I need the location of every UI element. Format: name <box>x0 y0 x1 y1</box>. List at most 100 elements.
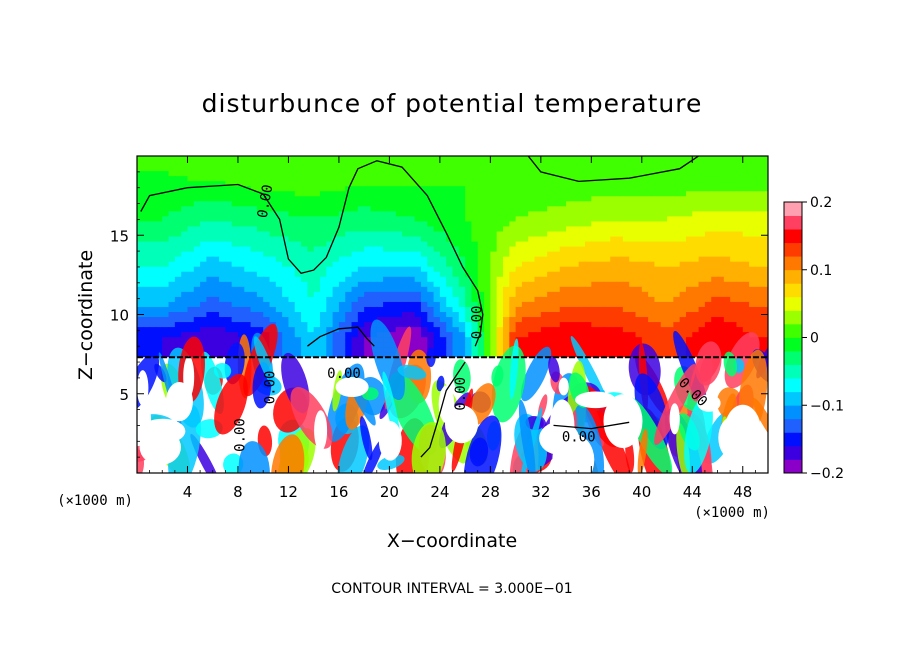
field-cell <box>439 281 447 288</box>
field-cell <box>723 266 731 273</box>
field-cell <box>477 271 485 278</box>
field-cell <box>736 166 744 172</box>
field-cell <box>591 231 599 238</box>
field-cell <box>648 241 656 248</box>
field-cell <box>484 332 491 338</box>
field-cell <box>578 296 586 303</box>
field-cell <box>414 191 422 197</box>
field-cell <box>528 337 536 343</box>
field-cell <box>591 196 599 202</box>
field-cell <box>439 286 447 293</box>
field-cell <box>389 211 397 217</box>
field-cell <box>275 256 283 263</box>
field-cell <box>357 216 365 223</box>
colorbar-swatch <box>784 445 802 460</box>
field-cell <box>660 291 668 298</box>
field-cell <box>364 171 372 177</box>
field-cell <box>704 332 712 338</box>
field-cell <box>427 332 435 338</box>
field-cell <box>427 291 435 298</box>
field-cell <box>509 171 517 177</box>
field-cell <box>452 176 460 182</box>
field-cell <box>685 226 693 233</box>
field-cell <box>717 236 725 243</box>
field-cell <box>528 156 536 162</box>
field-cell <box>383 226 390 233</box>
field-cell <box>490 171 498 177</box>
field-cell <box>610 171 618 177</box>
field-cell <box>256 296 264 303</box>
field-cell <box>660 266 668 273</box>
field-cell <box>263 176 271 182</box>
field-cell <box>629 176 637 182</box>
field-cell <box>319 286 327 293</box>
field-cell <box>364 256 372 263</box>
field-cell <box>723 337 731 343</box>
field-cell <box>629 156 637 162</box>
field-cell <box>137 327 144 333</box>
field-cell <box>484 301 491 308</box>
field-cell <box>225 211 233 217</box>
field-cell <box>484 261 491 268</box>
field-cell <box>591 266 599 273</box>
field-cell <box>275 171 283 177</box>
contour-line <box>527 156 699 183</box>
field-cell <box>698 286 706 293</box>
field-cell <box>168 226 176 233</box>
field-cell <box>515 271 523 278</box>
field-cell <box>673 171 681 177</box>
field-cell <box>446 181 454 187</box>
field-cell <box>496 322 504 328</box>
field-cell <box>200 281 208 288</box>
field-cell <box>603 156 611 162</box>
field-cell <box>547 166 555 172</box>
field-cell <box>622 186 630 192</box>
field-cell <box>660 196 668 202</box>
field-cell <box>692 246 700 253</box>
field-cell <box>263 286 271 293</box>
field-cell <box>616 317 624 323</box>
field-cell <box>603 181 611 187</box>
field-cell <box>269 251 277 258</box>
colorbar-tick-label: 0.2 <box>810 195 832 211</box>
field-cell <box>547 327 555 333</box>
field-cell <box>256 322 264 328</box>
field-cell <box>496 342 504 348</box>
field-cell <box>162 251 170 258</box>
field-cell <box>294 312 302 318</box>
field-cell <box>326 166 334 172</box>
field-cell <box>143 352 151 358</box>
field-cell <box>338 171 346 177</box>
field-cell <box>168 201 176 207</box>
field-cell <box>319 352 327 358</box>
field-cell <box>439 261 447 268</box>
field-cell <box>698 201 706 207</box>
field-cell <box>225 332 233 338</box>
field-cell <box>534 171 542 177</box>
field-cell <box>345 281 353 288</box>
field-cell <box>414 236 422 243</box>
field-cell <box>427 216 435 223</box>
field-cell <box>181 161 189 167</box>
field-cell <box>591 291 599 298</box>
field-cell <box>578 221 586 228</box>
field-cell <box>307 286 315 293</box>
field-cell <box>155 156 163 162</box>
field-cell <box>351 322 359 328</box>
field-cell <box>143 156 151 162</box>
field-cell <box>376 166 384 172</box>
field-cell <box>742 191 750 197</box>
field-cell <box>332 332 340 338</box>
field-cell <box>648 342 656 348</box>
field-cell <box>326 347 334 353</box>
field-cell <box>351 166 359 172</box>
field-cell <box>137 266 144 273</box>
field-cell <box>566 322 573 328</box>
field-cell <box>502 236 510 243</box>
field-cell <box>622 236 630 243</box>
field-cell <box>313 181 321 187</box>
field-cell <box>698 246 706 253</box>
field-cell <box>250 216 258 223</box>
field-cell <box>547 241 555 248</box>
field-cell <box>332 216 340 223</box>
